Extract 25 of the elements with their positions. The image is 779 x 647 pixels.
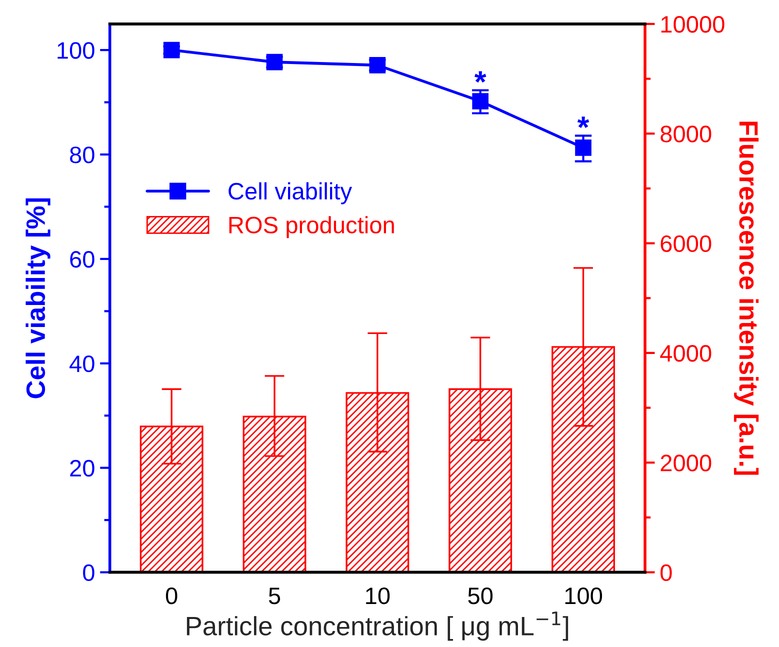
x-tick-label: 50: [468, 587, 493, 604]
annotation: *: [577, 116, 590, 128]
y-tick-label: 60: [70, 251, 94, 268]
y2-tick-label: 6000: [660, 235, 712, 252]
legend-label: ROS production: [229, 216, 394, 238]
y2-tick-label: 8000: [660, 126, 712, 142]
x-tick-label: 100: [565, 587, 602, 604]
x-tick-label: 0: [166, 587, 178, 604]
x-axis-title: Particle concentration [ μg mL$^{−1}$]: [186, 612, 568, 641]
y-tick-label: 80: [70, 146, 94, 164]
y-tick-label: 40: [70, 355, 94, 372]
y2-tick-label: 2000: [660, 454, 712, 472]
y2-tick-label: 0: [660, 564, 672, 582]
y-tick-label: 20: [70, 460, 94, 477]
y-tick-label: 0: [83, 564, 94, 582]
y-tick-label: 100: [58, 42, 94, 59]
y2-tick-label: 10000: [661, 16, 724, 33]
y-axis-title: Cell viability [%]: [26, 198, 50, 398]
x-tick-label: 5: [268, 588, 280, 604]
x-tick-label: 10: [366, 587, 390, 604]
y2-axis-title: Fluorescence intensity [a.u.]: [734, 122, 759, 475]
point: [472, 93, 488, 110]
legend-label: Cell viability: [228, 182, 352, 204]
y2-tick-label: 4000: [660, 345, 712, 362]
annotation: *: [474, 71, 486, 83]
